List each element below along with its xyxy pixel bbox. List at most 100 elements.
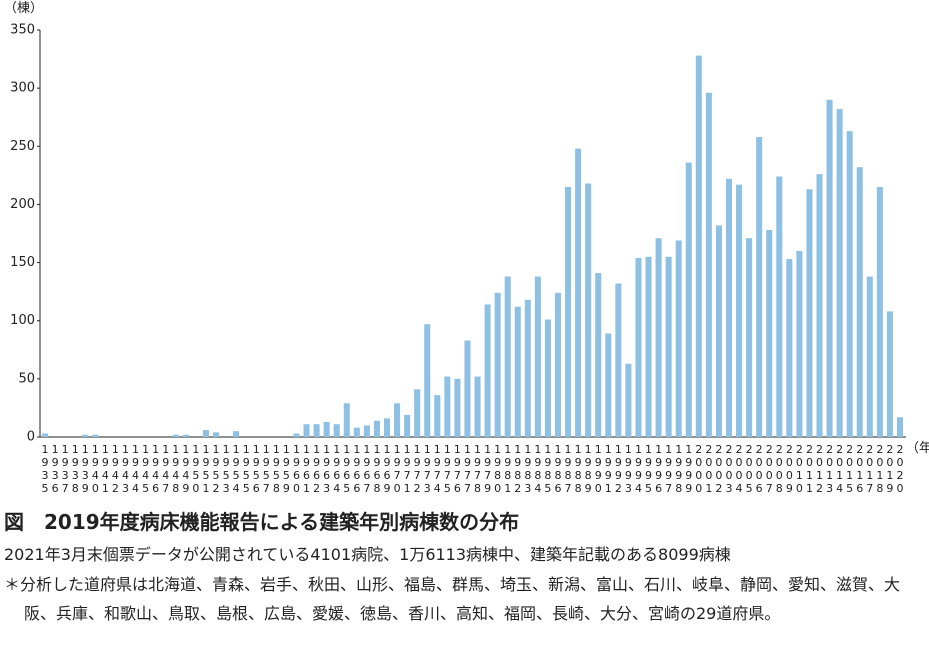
chart: （棟） （年） 05010015020025030035019351936193… [4, 1, 929, 495]
caption: 図 2019年度病床機能報告による建築年別病棟数の分布 [4, 510, 520, 534]
x-tick-label: 1975 [441, 443, 454, 495]
bar [373, 420, 380, 437]
x-tick-label: 1987 [562, 443, 575, 495]
bar [233, 431, 240, 437]
x-tick-label: 1972 [411, 443, 424, 495]
x-tick-label: 1968 [370, 443, 383, 495]
x-tick-label: 1993 [622, 443, 635, 495]
x-tick-label: 1976 [451, 443, 464, 495]
x-tick-label: 1995 [642, 443, 655, 495]
x-tick-label: 2017 [863, 443, 876, 495]
x-tick-label: 1958 [270, 443, 283, 495]
bar [293, 433, 300, 437]
x-tick-label: 2008 [773, 443, 786, 495]
y-tick-label: 250 [10, 139, 35, 154]
bar [746, 238, 753, 437]
bar [303, 424, 310, 437]
x-tick-label: 1954 [230, 443, 243, 495]
y-tick-label: 300 [10, 81, 35, 96]
bar [796, 250, 803, 437]
bar [494, 292, 501, 437]
x-tick-label: 2010 [793, 443, 806, 495]
bar [565, 186, 572, 437]
x-tick-label: 1984 [531, 443, 544, 495]
x-tick-label: 1943 [119, 443, 132, 495]
x-tick-label: 2002 [712, 443, 725, 495]
x-tick-label: 2009 [783, 443, 796, 495]
x-tick-label: 1952 [210, 443, 223, 495]
bar [685, 162, 692, 437]
bar [474, 376, 481, 437]
x-tick-label: 1989 [582, 443, 595, 495]
bar [836, 109, 843, 438]
bar [615, 283, 622, 437]
x-tick-label: 2012 [813, 443, 826, 495]
bar [776, 176, 783, 437]
x-tick-label: 2005 [743, 443, 756, 495]
bar [434, 395, 441, 437]
bar [323, 421, 330, 437]
x-tick-label: 1999 [682, 443, 695, 495]
bar [736, 184, 743, 437]
x-tick-label: 1979 [481, 443, 494, 495]
x-tick-label: 1960 [290, 443, 303, 495]
bar [766, 230, 773, 437]
x-tick-label: 1980 [491, 443, 504, 495]
x-tick-label: 2019 [883, 443, 896, 495]
bar [605, 333, 612, 437]
bar [886, 311, 893, 437]
y-axis-label: （棟） [4, 1, 43, 16]
x-tick-label: 1935 [39, 443, 52, 495]
bar [786, 259, 793, 437]
bar [414, 389, 421, 437]
note: ＊分析した道府県は北海道、青森、岩手、秋田、山形、福島、群馬、埼玉、新潟、富山、… [4, 575, 901, 623]
x-tick-label: 2011 [803, 443, 816, 495]
x-tick-label: 1996 [652, 443, 665, 495]
x-tick-label: 1953 [220, 443, 233, 495]
bar [665, 256, 672, 437]
bar [484, 304, 491, 437]
x-tick-label: 1936 [49, 443, 62, 495]
y-tick-label: 50 [18, 371, 35, 386]
x-tick-label: 1948 [169, 443, 182, 495]
bar [444, 376, 451, 437]
x-tick-label: 1961 [300, 443, 313, 495]
x-tick-label: 1947 [159, 443, 172, 495]
bar [585, 183, 592, 437]
bar [172, 434, 179, 437]
bar [42, 433, 49, 437]
bar [454, 378, 461, 437]
x-tick-label: 1955 [240, 443, 253, 495]
bar [504, 276, 511, 437]
x-tick-label: 1994 [632, 443, 645, 495]
x-tick-label: 1937 [59, 443, 72, 495]
x-tick-label: 1963 [320, 443, 333, 495]
x-tick-label: 1974 [431, 443, 444, 495]
bar [343, 403, 350, 437]
bar [756, 136, 763, 438]
x-tick-label: 1983 [521, 443, 534, 495]
subtitle: 2021年3月末個票データが公開されている4101病院、1万6113病棟中、建築… [4, 545, 731, 564]
x-tick-label: 2015 [843, 443, 856, 495]
x-tick-label: 1956 [250, 443, 263, 495]
x-tick-label: 1951 [199, 443, 212, 495]
bar [705, 92, 712, 438]
x-tick-label: 1940 [89, 443, 102, 495]
bar [353, 427, 360, 437]
x-tick-label: 1988 [572, 443, 585, 495]
y-tick-label: 100 [10, 313, 35, 328]
x-tick-label: 1981 [501, 443, 514, 495]
bar [896, 417, 903, 437]
bar [866, 276, 873, 437]
x-tick-label: 1944 [129, 443, 142, 495]
x-tick-label: 1969 [381, 443, 394, 495]
x-tick-label: 1986 [551, 443, 564, 495]
bar [645, 256, 652, 437]
bar [715, 225, 722, 437]
bar [182, 434, 189, 437]
x-tick-label: 1945 [139, 443, 152, 495]
bar [213, 432, 220, 437]
bar [313, 424, 320, 437]
bar [383, 418, 391, 437]
y-tick-label: 350 [10, 23, 35, 38]
